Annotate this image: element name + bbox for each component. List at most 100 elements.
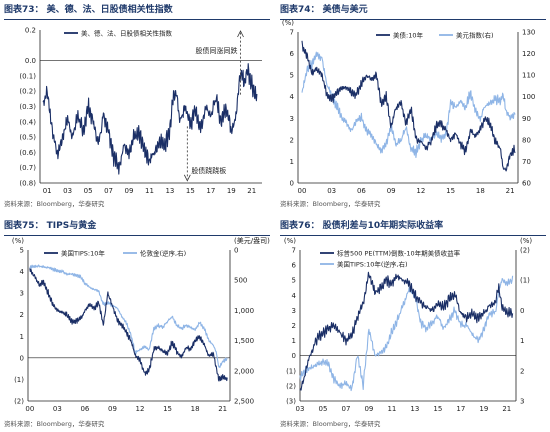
y-tick-label: 6 (290, 50, 295, 58)
x-tick-label: 03 (327, 187, 336, 195)
y2-tick-label: 1,500 (234, 337, 254, 345)
series-line-tips-inverted (299, 275, 514, 392)
y-tick-label: (0.2) (19, 88, 36, 96)
y2-tick-label: 2,000 (234, 367, 254, 375)
y-tick-label: (3) (286, 398, 296, 406)
y-tick-label: 3 (290, 115, 294, 123)
y2-tick-label: 500 (234, 277, 247, 285)
x-tick-label: 19 (479, 405, 488, 413)
x-tick-label: 21 (218, 405, 227, 413)
y-tick-label: (0.3) (19, 103, 36, 111)
y2-tick-label: 2 (520, 367, 524, 375)
x-tick-label: 03 (296, 405, 305, 413)
x-tick-label: 19 (227, 187, 236, 195)
y-tick-label: (0.7) (19, 164, 36, 172)
x-tick-label: 05 (84, 187, 93, 195)
panel-74: 图表74： 美债与美元 7 6 5 4 3 2 1 0 130 120 110 100 90 80 70 60… (280, 2, 546, 210)
x-tick-label: 15 (446, 187, 455, 195)
x-tick-label: 12 (136, 405, 145, 413)
chart-73: 0.2 0.0 (0.1) (0.2) (0.3) (0.4) (0.5) (0.6) (0.7… (19, 27, 262, 195)
y-tick-label: (0.4) (19, 118, 36, 126)
source-76: 资料来源：Bloomberg，华泰研究 (280, 420, 381, 428)
y-tick-label: 4 (20, 268, 25, 276)
y2-tick-label: 0 (234, 247, 238, 255)
chart-title-76: 图表76： 股债利差与10年期实际收益率 (280, 218, 546, 236)
x-tick-label: 13 (165, 187, 174, 195)
x-tick-label: 13 (410, 405, 419, 413)
y-tick-label: (1) (286, 367, 296, 375)
x-tick-label: 09 (387, 187, 396, 195)
panel-73: 图表73： 美、德、法、日股债相关性指数 0.2 0.0 (0.1) (0.2) (0.… (4, 2, 270, 210)
annotation-label-up: 股债同涨同跌 (196, 46, 238, 55)
x-tick-label: 12 (416, 187, 425, 195)
y2-tick-label: 100 (522, 93, 535, 101)
y2-tick-label: 120 (522, 50, 535, 58)
y-tick-label: 2 (290, 136, 294, 144)
y-tick-label: 4 (292, 292, 297, 300)
y2-tick-label: 2,500 (234, 398, 254, 406)
x-tick-label: 09 (108, 405, 117, 413)
legend-label: 标普500 PE(TTM)倒数-10年期美债收益率 (337, 249, 461, 258)
y2-tick-label: 70 (522, 158, 531, 166)
y-tick-label: (0.1) (19, 72, 36, 80)
series-line-us10y (301, 40, 516, 172)
y-tick-label: 0.2 (25, 27, 36, 35)
y-tick-label: 5 (290, 72, 294, 80)
x-tick-label: 18 (476, 187, 485, 195)
series-line-tips (29, 268, 228, 382)
x-tick-label: 09 (125, 187, 134, 195)
annotation-label-down: 股债跷跷板 (191, 166, 226, 175)
x-tick-label: 21 (506, 187, 515, 195)
series-line-correlation (42, 63, 258, 175)
y-axis-unit: (%) (12, 237, 24, 245)
series-line-dollar-index (301, 51, 516, 159)
y-tick-label: 0 (290, 180, 294, 188)
x-tick-label: 07 (341, 405, 350, 413)
y-tick-label: (2) (286, 382, 296, 390)
legend-label: 美债:10年 (393, 31, 423, 40)
x-tick-label: 21 (247, 187, 256, 195)
source-73: 资料来源：Bloomberg，华泰研究 (4, 200, 105, 208)
arrowhead-down (183, 174, 191, 182)
y2-tick-label: (1) (520, 277, 530, 285)
y-tick-label: 0 (292, 352, 296, 360)
y-tick-label: 3 (292, 307, 296, 315)
legend-label: 伦敦金(逆序,右) (140, 249, 186, 258)
x-tick-label: 07 (104, 187, 113, 195)
x-tick-label: 05 (319, 405, 328, 413)
source-74: 资料来源：Bloomberg，华泰研究 (280, 200, 381, 208)
series-line-gold (29, 264, 228, 368)
x-tick-label: 15 (186, 187, 195, 195)
chart-title-74: 图表74： 美债与美元 (280, 2, 546, 20)
y-tick-label: 2 (20, 311, 24, 319)
y2-tick-label: 0 (520, 307, 524, 315)
series-line-equity-bond-spread (299, 271, 514, 391)
y-tick-label: 1 (292, 337, 296, 345)
x-tick-label: 18 (191, 405, 200, 413)
y2-axis-unit: (%) (520, 237, 532, 245)
x-tick-label: 06 (80, 405, 89, 413)
x-tick-label: 21 (502, 405, 511, 413)
x-tick-label: 03 (63, 187, 72, 195)
x-tick-label: 15 (433, 405, 442, 413)
source-75: 资料来源：Bloomberg，华泰研究 (4, 420, 105, 428)
y-axis-unit: (%) (284, 237, 296, 245)
y2-tick-label: 90 (522, 115, 531, 123)
y-tick-label: (0.6) (19, 149, 36, 157)
y-axis-unit: (%) (282, 19, 294, 27)
legend-label: 美元指数(右) (456, 31, 494, 40)
chart-title-73: 图表73： 美、德、法、日股债相关性指数 (4, 2, 270, 20)
y2-tick-label: 1 (520, 337, 524, 345)
y-tick-label: 5 (292, 277, 296, 285)
y-tick-label: (2) (14, 398, 24, 406)
x-tick-label: 00 (298, 187, 307, 195)
y2-tick-label: 1,000 (234, 307, 254, 315)
y2-axis-unit: (美元/盎司) (234, 236, 270, 245)
y-tick-label: 7 (290, 29, 294, 37)
x-tick-label: 11 (145, 187, 154, 195)
x-tick-label: 17 (206, 187, 215, 195)
y2-tick-label: 3 (520, 398, 524, 406)
panel-75: 图表75： TIPS与黄金 5 4 3 2 1 0 (1) (2) 0 500 1,000 1,500… (4, 218, 270, 430)
x-tick-label: 11 (387, 405, 396, 413)
